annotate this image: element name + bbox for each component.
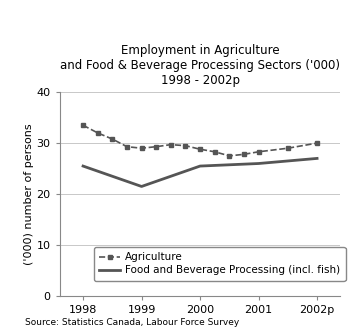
Y-axis label: ('000) number of persons: ('000) number of persons xyxy=(24,123,34,265)
Agriculture xyxy=(139,146,144,150)
Text: Source: Statistics Canada, Labour Force Survey: Source: Statistics Canada, Labour Force … xyxy=(25,318,239,327)
Agriculture xyxy=(257,150,261,154)
Agriculture xyxy=(315,141,319,145)
Agriculture xyxy=(169,143,173,147)
Food and Beverage Processing (incl. fish) xyxy=(139,185,144,189)
Agriculture xyxy=(110,137,114,141)
Agriculture xyxy=(286,146,290,150)
Agriculture xyxy=(227,154,231,158)
Agriculture xyxy=(154,145,158,149)
Legend: Agriculture, Food and Beverage Processing (incl. fish): Agriculture, Food and Beverage Processin… xyxy=(94,247,345,281)
Agriculture xyxy=(183,144,187,148)
Agriculture xyxy=(213,150,217,154)
Food and Beverage Processing (incl. fish) xyxy=(198,164,202,168)
Agriculture xyxy=(95,131,100,135)
Line: Food and Beverage Processing (incl. fish): Food and Beverage Processing (incl. fish… xyxy=(83,159,317,187)
Food and Beverage Processing (incl. fish) xyxy=(81,164,85,168)
Agriculture xyxy=(125,145,129,149)
Agriculture xyxy=(242,152,246,156)
Agriculture xyxy=(81,123,85,127)
Line: Agriculture: Agriculture xyxy=(81,123,319,158)
Agriculture xyxy=(198,147,202,151)
Title: Employment in Agriculture
and Food & Beverage Processing Sectors ('000)
1998 - 2: Employment in Agriculture and Food & Bev… xyxy=(60,44,340,87)
Food and Beverage Processing (incl. fish) xyxy=(257,162,261,165)
Food and Beverage Processing (incl. fish) xyxy=(315,157,319,161)
